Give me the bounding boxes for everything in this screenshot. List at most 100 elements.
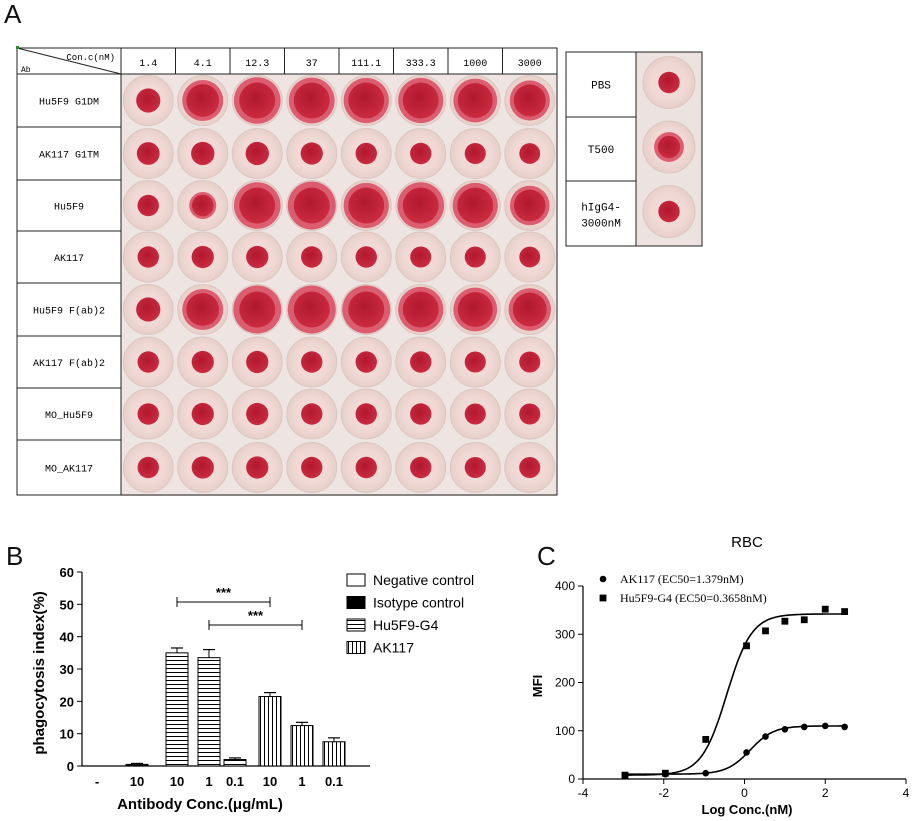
panel-letter-a: A [4, 0, 22, 29]
control-well [642, 120, 696, 174]
bar-ytick-label: 40 [60, 630, 74, 645]
line-xtick-label: -2 [658, 786, 669, 800]
control-label-1: T500 [588, 145, 614, 157]
well [286, 180, 338, 231]
well [231, 442, 283, 493]
well [122, 336, 174, 388]
well [340, 336, 392, 388]
significance-bracket: *** [208, 608, 303, 630]
well [449, 180, 501, 231]
corner-label-ab: Ab [21, 66, 31, 75]
control-label-0: PBS [591, 81, 611, 93]
bar-chart: 0 10 20 30 40 50 60 - 10 10 1 0.1 10 1 0.1 *** *** Nega… [31, 565, 474, 813]
well [449, 231, 501, 283]
data-point [702, 736, 710, 743]
legend-swatch [346, 573, 366, 587]
bar [165, 647, 189, 767]
well [177, 128, 229, 179]
bar-category-label: 10 [170, 774, 184, 789]
well [122, 388, 174, 440]
significance-label: *** [216, 585, 232, 600]
row-label-5: AK117 F(ab)2 [33, 358, 105, 370]
well [395, 75, 447, 126]
line-ytick-label: 100 [555, 724, 575, 738]
data-point [841, 608, 849, 615]
bar-category-label: 1 [298, 774, 305, 789]
well [231, 128, 283, 179]
bar-ytick-label: 30 [60, 662, 74, 677]
legend-label: AK117 (EC50=1.379nM) [620, 572, 744, 586]
dose-response-title: RBC [731, 534, 763, 551]
bar-ytick-label: 20 [60, 694, 74, 709]
well [449, 284, 501, 335]
well [286, 336, 338, 388]
legend-label: AK117 [373, 640, 414, 656]
well [395, 128, 447, 179]
data-point [800, 723, 808, 731]
well [504, 284, 556, 335]
data-point [743, 749, 750, 756]
data-point [800, 616, 808, 624]
conc-header-0: 1.4 [139, 59, 157, 70]
well [122, 231, 174, 283]
well [231, 75, 283, 126]
bar-category-label: 1 [205, 774, 212, 789]
well [340, 442, 392, 493]
significance-bracket: *** [176, 585, 271, 607]
data-point [781, 726, 789, 733]
row-label-6: MO_Hu5F9 [45, 411, 93, 422]
data-point [621, 771, 629, 779]
bar-ytick-label: 0 [67, 759, 74, 774]
well [286, 388, 338, 440]
dose-response-xlabel: Log Conc.(nM) [702, 802, 793, 817]
corner-label-conc: Con.c(nM) [66, 53, 115, 63]
well [504, 336, 556, 388]
well [340, 388, 392, 440]
data-point [762, 627, 769, 635]
line-xtick-label: 0 [741, 786, 748, 800]
well [395, 336, 447, 388]
well [122, 128, 174, 179]
bar-category-label: 0.1 [226, 774, 244, 789]
well [231, 180, 283, 231]
well [449, 388, 501, 440]
well [504, 128, 556, 179]
legend-marker [599, 594, 607, 602]
well [395, 180, 447, 231]
control-well [642, 56, 696, 109]
well [395, 388, 447, 440]
well [231, 231, 283, 283]
well [504, 388, 556, 440]
legend-swatch [346, 641, 366, 654]
line-ytick-label: 200 [555, 676, 575, 690]
plate-table-grid [16, 46, 637, 496]
well [177, 336, 229, 388]
bar-ytick-label: 60 [60, 565, 74, 580]
legend-label: Hu5F9-G4 [373, 617, 439, 633]
control-label-2-line1: hIgG4- [581, 203, 621, 215]
well [231, 284, 283, 335]
line-ytick-label: 300 [555, 627, 575, 641]
line-ytick-label: 400 [555, 579, 575, 593]
well [504, 180, 556, 231]
well [449, 75, 501, 126]
bar [223, 757, 247, 767]
row-label-2: Hu5F9 [54, 203, 84, 214]
legend-swatch [346, 596, 366, 609]
well [122, 180, 174, 231]
bar [125, 762, 149, 767]
corner-diagonal [16, 47, 122, 75]
conc-header-2: 12.3 [245, 59, 269, 70]
well [231, 388, 283, 440]
legend-label: Hu5F9-G4 (EC50=0.3658nM) [620, 591, 767, 605]
data-point [821, 722, 829, 730]
plate-figure: Con.c(nM) Ab 1.4 4.1 12.3 37 111.1 333.3 1000 300… [16, 46, 703, 496]
dose-response-ylabel: MFI [530, 675, 545, 697]
data-point [781, 617, 789, 625]
dose-response-chart: RBC 0 100 200 300 400 -4 -2 0 2 4 AK117 (EC50=1.3… [530, 534, 910, 817]
bar-category-label: - [95, 774, 99, 789]
well [177, 284, 229, 335]
well [122, 284, 174, 335]
well [286, 442, 338, 493]
well [286, 75, 338, 126]
